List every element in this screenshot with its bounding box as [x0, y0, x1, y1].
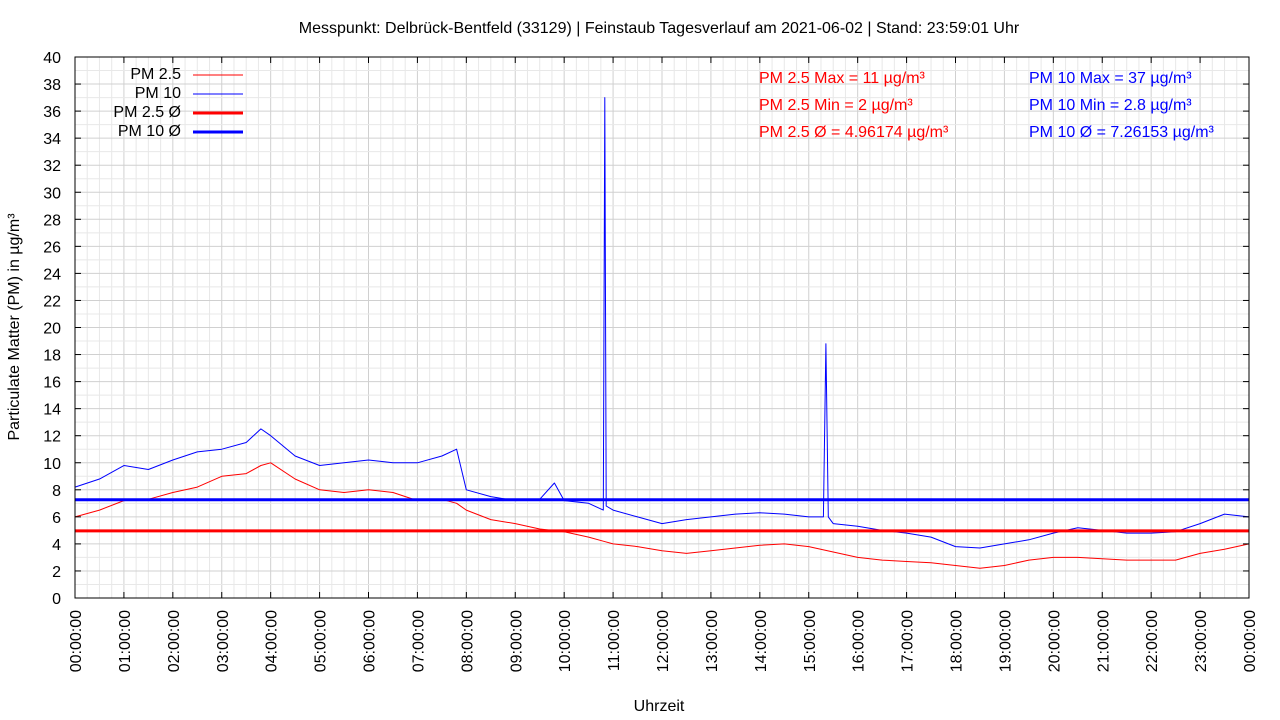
x-tick-label: 08:00:00: [459, 610, 476, 672]
x-axis-label: Uhrzeit: [634, 698, 685, 715]
x-tick-label: 10:00:00: [557, 610, 574, 672]
y-tick-label: 28: [43, 212, 61, 229]
legend-label: PM 2.5: [130, 66, 181, 83]
y-tick-label: 34: [43, 131, 61, 148]
x-tick-label: 12:00:00: [655, 610, 672, 672]
y-tick-label: 20: [43, 321, 61, 338]
y-tick-label: 22: [43, 293, 61, 310]
x-tick-label: 09:00:00: [508, 610, 525, 672]
x-tick-label: 22:00:00: [1144, 610, 1161, 672]
x-tick-label: 23:00:00: [1193, 610, 1210, 672]
stats-annotation: PM 2.5 Ø = 4.96174 µg/m³: [759, 124, 949, 141]
x-tick-label: 00:00:00: [68, 610, 85, 672]
x-tick-label: 04:00:00: [264, 610, 281, 672]
x-tick-label: 19:00:00: [997, 610, 1014, 672]
x-tick-label: 02:00:00: [166, 610, 183, 672]
x-tick-label: 05:00:00: [313, 610, 330, 672]
x-tick-label: 13:00:00: [704, 610, 721, 672]
stats-annotation: PM 10 Ø = 7.26153 µg/m³: [1029, 124, 1215, 141]
y-tick-label: 2: [52, 564, 61, 581]
stats-annotation: PM 10 Max = 37 µg/m³: [1029, 70, 1192, 87]
stats-annotation: PM 2.5 Min = 2 µg/m³: [759, 97, 913, 114]
stats-annotations: PM 2.5 Max = 11 µg/m³ PM 2.5 Min = 2 µg/m…: [759, 70, 1215, 141]
series-line-1: [74, 97, 1250, 549]
y-tick-label: 32: [43, 158, 61, 175]
stats-annotation: PM 10 Min = 2.8 µg/m³: [1029, 97, 1192, 114]
x-axis: 00:00:00 01:00:00 02:00:00 03:00:00 04:00:00…: [68, 57, 1259, 672]
y-tick-label: 40: [43, 50, 61, 67]
y-axis-label: Particulate Matter (PM) in µg/m³: [6, 213, 23, 441]
y-tick-label: 18: [43, 348, 61, 365]
y-tick-label: 6: [52, 510, 61, 527]
y-tick-label: 10: [43, 456, 61, 473]
x-tick-label: 16:00:00: [851, 610, 868, 672]
chart-title: Messpunkt: Delbrück-Bentfeld (33129) | F…: [299, 20, 1020, 37]
y-tick-label: 16: [43, 375, 61, 392]
y-tick-label: 26: [43, 239, 61, 256]
x-tick-label: 06:00:00: [362, 610, 379, 672]
y-tick-label: 36: [43, 104, 61, 121]
x-tick-label: 01:00:00: [117, 610, 134, 672]
y-tick-label: 24: [43, 266, 61, 283]
y-tick-label: 30: [43, 185, 61, 202]
x-tick-label: 14:00:00: [753, 610, 770, 672]
legend-label: PM 2.5 Ø: [113, 104, 181, 121]
x-tick-label: 20:00:00: [1046, 610, 1063, 672]
legend: PM 2.5 PM 10 PM 2.5 Ø PM 10 Ø: [113, 66, 243, 140]
series-lines: [74, 97, 1250, 569]
series-line-0: [74, 462, 1250, 569]
x-tick-label: 11:00:00: [606, 610, 623, 671]
y-tick-label: 14: [43, 402, 61, 419]
stats-annotation: PM 2.5 Max = 11 µg/m³: [759, 70, 926, 87]
y-tick-label: 12: [43, 429, 61, 446]
y-tick-label: 38: [43, 77, 61, 94]
x-tick-label: 15:00:00: [802, 610, 819, 672]
legend-label: PM 10 Ø: [118, 123, 181, 140]
x-tick-label: 18:00:00: [949, 610, 966, 672]
y-tick-label: 4: [52, 537, 61, 554]
y-tick-label: 0: [52, 591, 61, 608]
x-tick-label: 00:00:00: [1242, 610, 1259, 672]
y-tick-label: 8: [52, 483, 61, 500]
x-tick-label: 17:00:00: [900, 610, 917, 672]
legend-label: PM 10: [135, 85, 181, 102]
x-tick-label: 21:00:00: [1095, 610, 1112, 672]
x-tick-label: 07:00:00: [410, 610, 427, 672]
x-tick-label: 03:00:00: [215, 610, 232, 672]
